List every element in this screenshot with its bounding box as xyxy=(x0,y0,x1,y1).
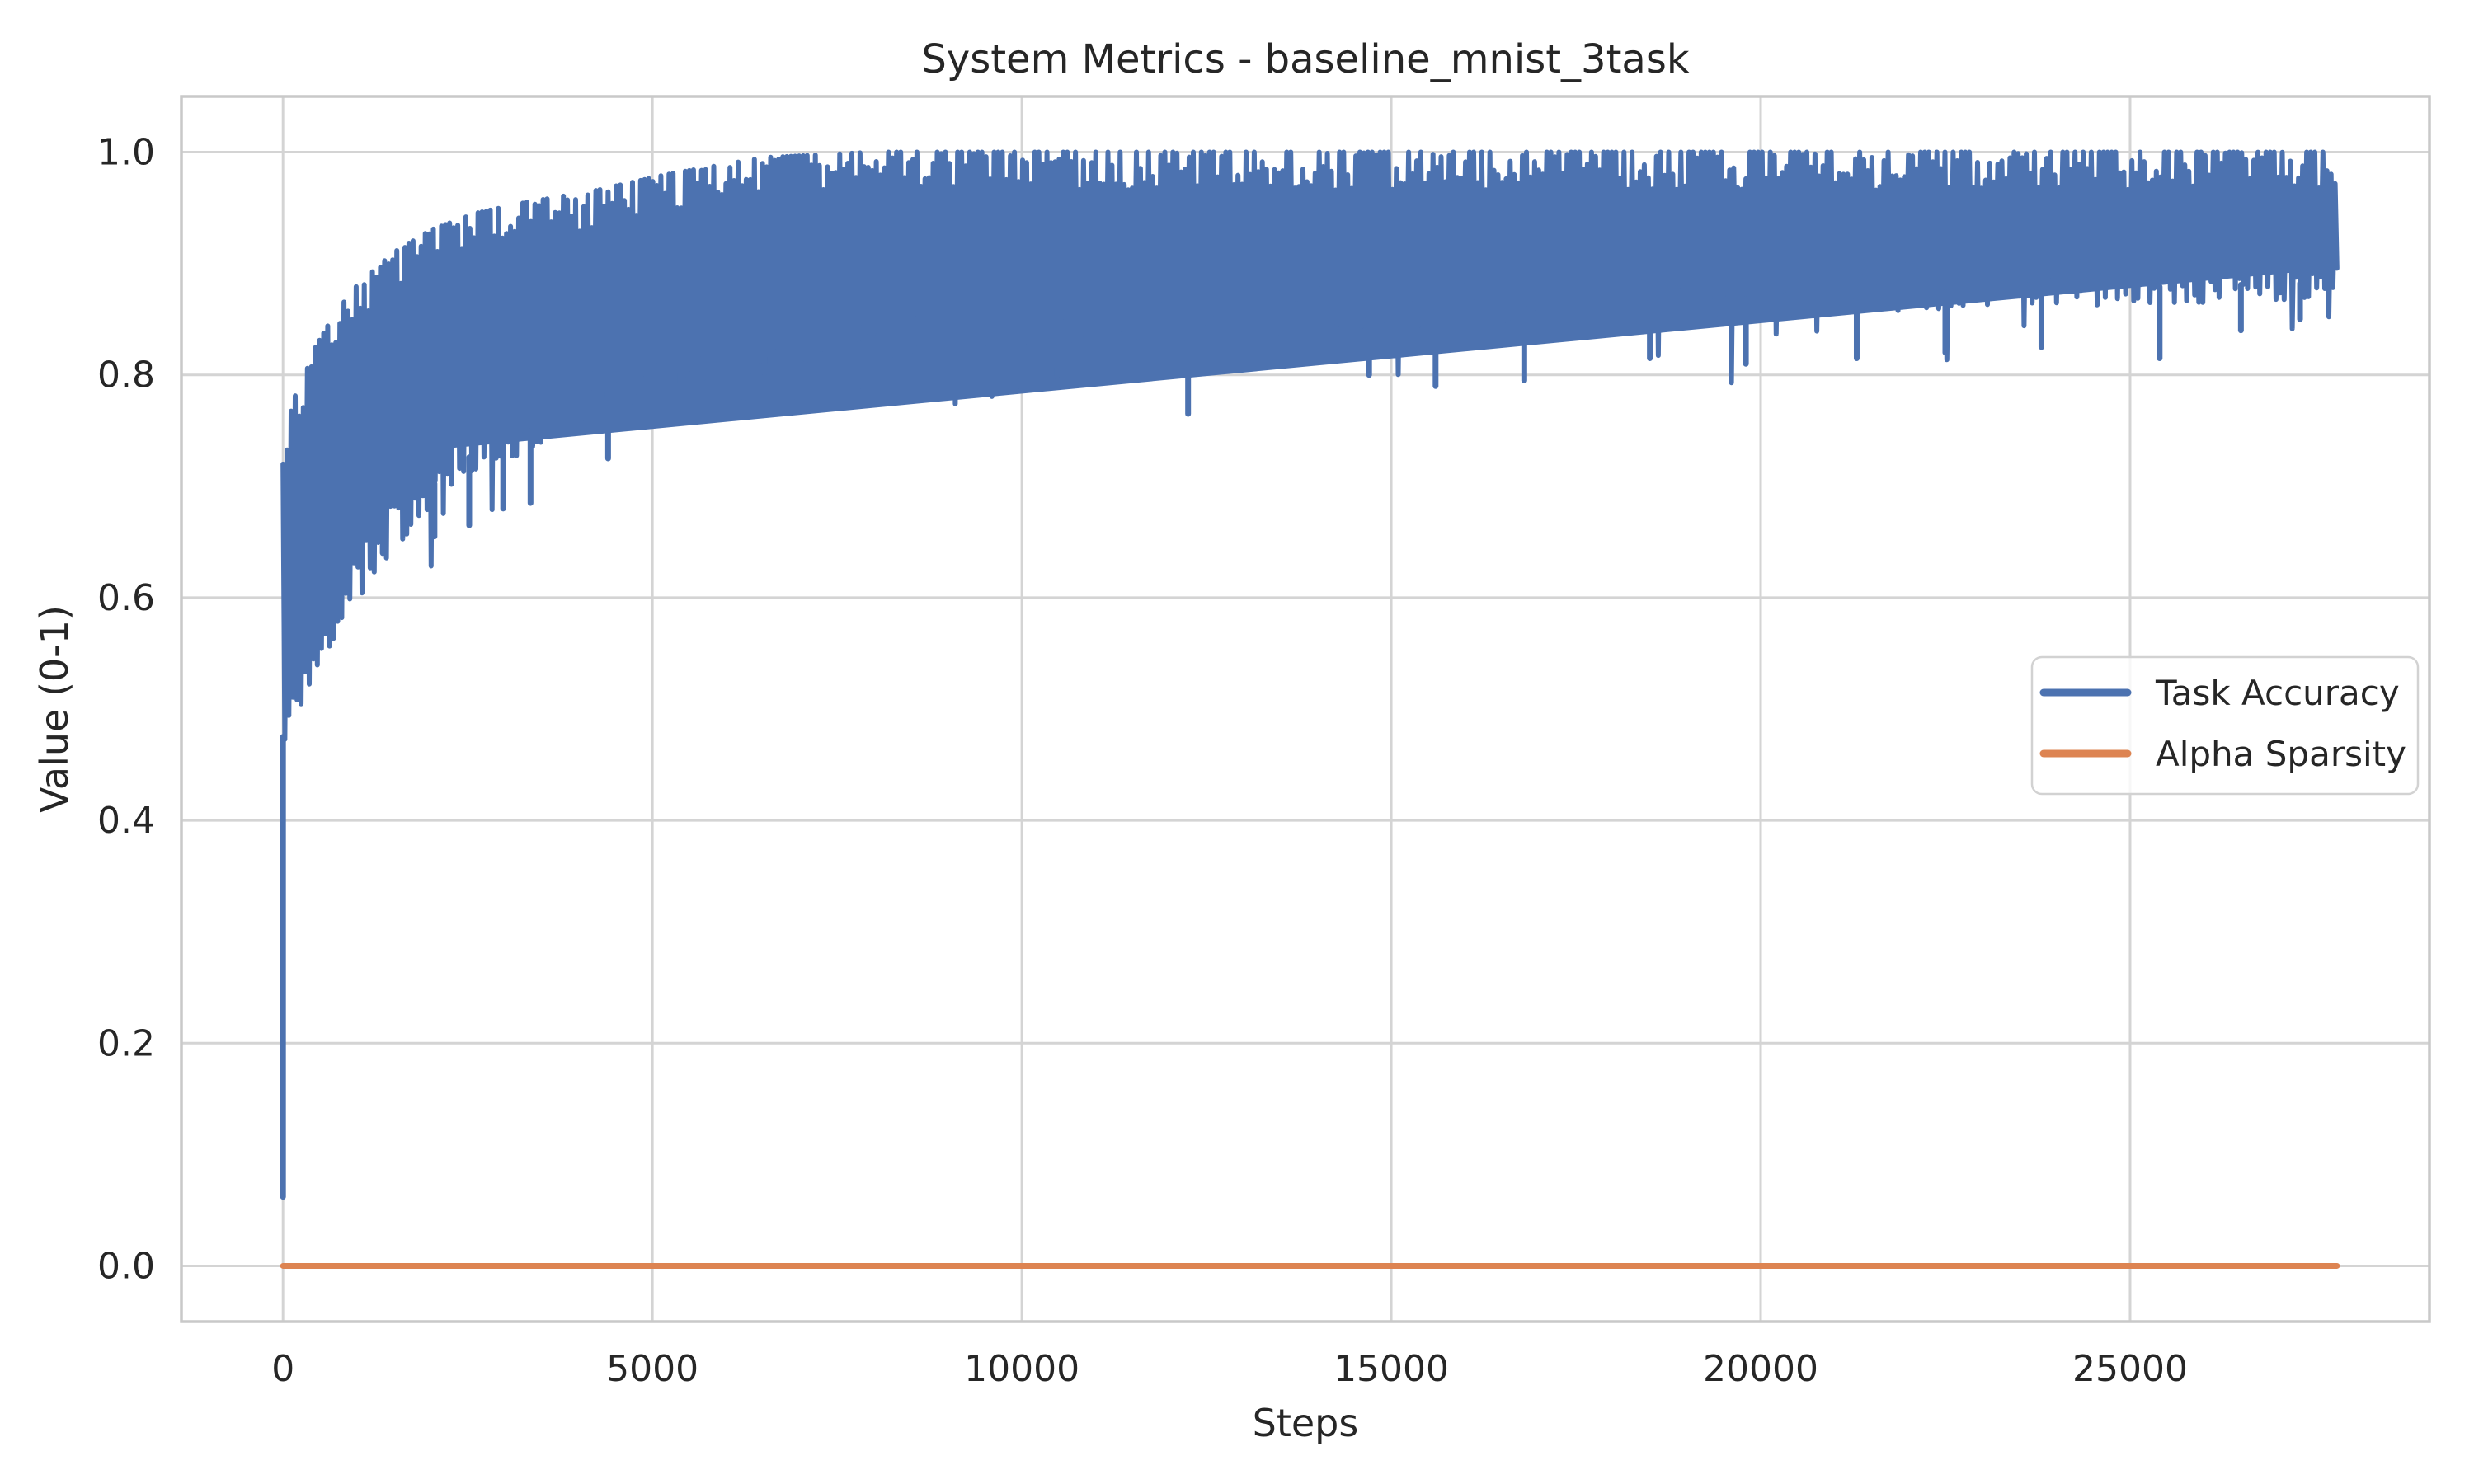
x-tick-label: 25000 xyxy=(2072,1348,2188,1390)
axes-frame xyxy=(180,95,2431,1323)
y-tick-label: 0.6 xyxy=(97,577,155,619)
tick-labels: 0 5000 10000 15000 20000 25000 0.0 0.2 0.4 0.6 0.8… xyxy=(97,132,2188,1390)
x-tick-label: 0 xyxy=(271,1348,294,1390)
y-tick-label: 0.4 xyxy=(97,800,155,842)
legend: Task Accuracy Alpha Sparsity xyxy=(2030,655,2420,796)
legend-label-alpha-sparsity: Alpha Sparsity xyxy=(2156,734,2406,774)
x-tick-label: 20000 xyxy=(1703,1348,1818,1390)
plot-series xyxy=(280,149,2340,1269)
series-task-accuracy xyxy=(280,149,2340,742)
chart-title: System Metrics - baseline_mnist_3task xyxy=(921,36,1689,82)
y-tick-label: 0.8 xyxy=(97,355,155,397)
y-tick-label: 1.0 xyxy=(97,132,155,174)
legend-label-task-accuracy: Task Accuracy xyxy=(2155,673,2400,713)
x-tick-label: 5000 xyxy=(606,1348,698,1390)
x-tick-label: 15000 xyxy=(1333,1348,1449,1390)
x-axis-label: Steps xyxy=(1253,1401,1359,1445)
y-tick-label: 0.0 xyxy=(97,1245,155,1287)
x-tick-label: 10000 xyxy=(964,1348,1079,1390)
y-axis-label: Value (0-1) xyxy=(32,605,77,813)
y-tick-label: 0.2 xyxy=(97,1022,155,1064)
